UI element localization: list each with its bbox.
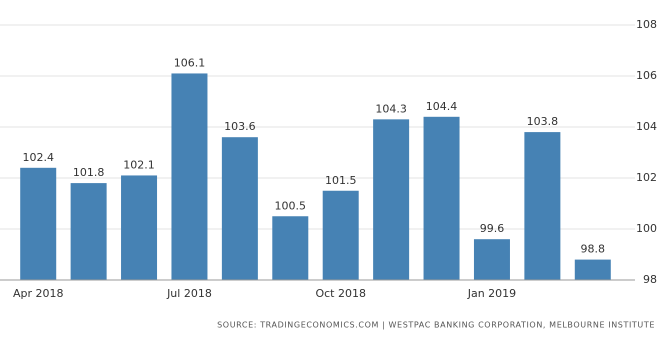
data-label: 103.8 <box>527 115 559 128</box>
bar <box>473 239 510 280</box>
data-label: 101.5 <box>325 174 357 187</box>
x-tick-label: Oct 2018 <box>315 287 366 300</box>
data-label: 102.4 <box>22 151 54 164</box>
source-note: SOURCE: TRADINGECONOMICS.COM | WESTPAC B… <box>217 321 655 330</box>
data-label: 103.6 <box>224 120 256 133</box>
data-label: 106.1 <box>174 56 206 69</box>
bar <box>221 137 258 280</box>
x-tick-label: Jul 2018 <box>166 287 212 300</box>
y-tick-label: 98 <box>643 273 657 286</box>
data-label: 102.1 <box>123 158 155 171</box>
bar <box>121 175 158 280</box>
x-tick-label: Jan 2019 <box>467 287 516 300</box>
bar <box>373 119 410 280</box>
bar <box>171 73 208 280</box>
data-label: 98.8 <box>581 243 606 256</box>
y-tick-label: 102 <box>636 171 657 184</box>
bar <box>524 132 561 280</box>
x-tick-label: Apr 2018 <box>13 287 64 300</box>
y-tick-label: 104 <box>636 120 657 133</box>
data-label: 104.4 <box>426 100 458 113</box>
bar <box>322 190 359 280</box>
bar <box>272 216 309 280</box>
data-label: 100.5 <box>275 199 307 212</box>
y-tick-label: 100 <box>636 222 657 235</box>
data-label: 99.6 <box>480 222 505 235</box>
data-label: 101.8 <box>73 166 105 179</box>
bar <box>20 167 57 280</box>
bar <box>70 183 107 280</box>
y-tick-label: 106 <box>636 69 657 82</box>
bar <box>574 259 611 280</box>
y-tick-label: 108 <box>636 18 657 31</box>
data-label: 104.3 <box>375 102 407 115</box>
bar <box>423 116 460 280</box>
